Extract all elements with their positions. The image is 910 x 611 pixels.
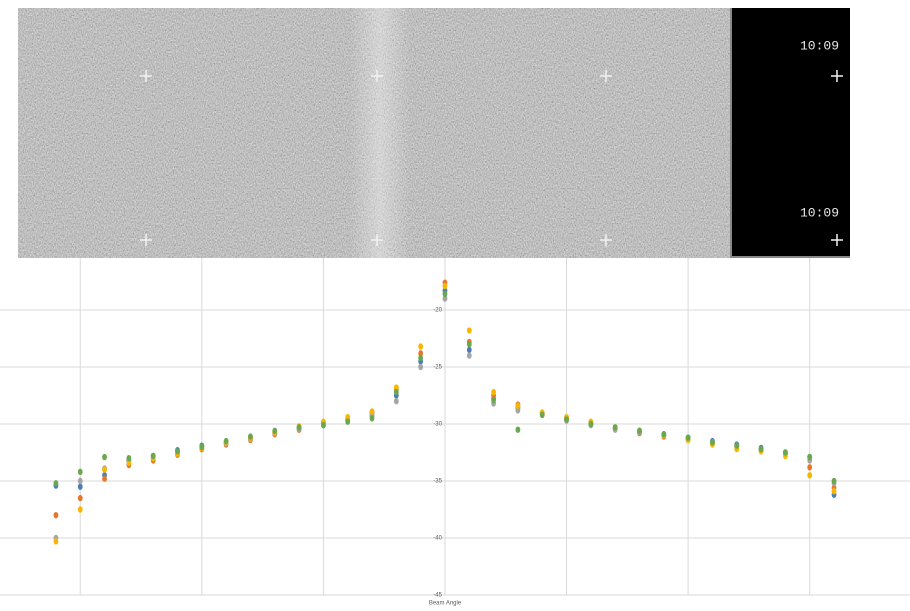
sonar-band bbox=[350, 8, 410, 258]
data-point bbox=[612, 424, 618, 431]
data-point bbox=[442, 282, 448, 290]
data-point bbox=[77, 494, 83, 502]
data-point bbox=[588, 420, 594, 428]
data-point bbox=[393, 388, 399, 396]
data-point bbox=[248, 433, 253, 440]
data-point bbox=[175, 448, 180, 455]
data-point bbox=[831, 477, 837, 485]
scatter-plot: -45 -40 -35 -30 -25 -20 bbox=[0, 253, 910, 599]
crosshairs bbox=[140, 70, 843, 246]
y-tick-label: -25 bbox=[433, 365, 442, 371]
data-point bbox=[126, 455, 132, 462]
data-point bbox=[539, 411, 545, 419]
data-point bbox=[77, 483, 83, 490]
data-point bbox=[734, 442, 740, 449]
data-point bbox=[126, 459, 132, 466]
data-point bbox=[77, 477, 83, 485]
data-point bbox=[442, 290, 448, 298]
data-point bbox=[345, 418, 351, 425]
data-point bbox=[77, 468, 83, 476]
data-point bbox=[418, 350, 424, 357]
data-point bbox=[223, 437, 229, 445]
data-point bbox=[296, 424, 302, 431]
y-tick-label: -30 bbox=[433, 422, 442, 428]
data-point bbox=[758, 445, 764, 453]
y-tick-label: -20 bbox=[433, 308, 442, 314]
data-point bbox=[320, 421, 326, 429]
timestamp: 10:09 bbox=[800, 205, 839, 220]
data-point bbox=[53, 538, 59, 545]
data-point bbox=[418, 343, 424, 350]
data-point bbox=[564, 416, 569, 423]
data-point bbox=[150, 452, 156, 460]
data-point bbox=[515, 426, 521, 433]
sonar-black-region bbox=[732, 8, 850, 256]
data-point bbox=[418, 363, 424, 371]
data-point bbox=[393, 398, 399, 405]
y-tick-label: -35 bbox=[433, 479, 442, 485]
data-point bbox=[637, 427, 642, 435]
data-point bbox=[782, 449, 788, 456]
data-point bbox=[369, 415, 375, 422]
data-point bbox=[491, 396, 497, 404]
y-tick-label: -45 bbox=[433, 593, 442, 599]
data-point bbox=[345, 413, 351, 421]
data-point bbox=[442, 295, 448, 302]
sonar-image: 10:09 10:09 bbox=[18, 8, 850, 258]
data-point bbox=[466, 327, 472, 334]
data-point bbox=[272, 427, 278, 435]
data-point bbox=[661, 431, 667, 438]
data-point bbox=[102, 453, 107, 461]
data-point bbox=[199, 443, 205, 450]
data-point bbox=[102, 475, 107, 482]
data-point bbox=[369, 408, 375, 415]
data-point bbox=[807, 472, 813, 479]
data-point bbox=[491, 388, 497, 396]
x-axis-label: Beam Angle bbox=[429, 601, 462, 607]
data-point bbox=[418, 354, 424, 362]
data-point bbox=[77, 506, 83, 513]
data-point bbox=[393, 384, 399, 391]
data-point bbox=[515, 407, 521, 414]
timestamp: 10:09 bbox=[800, 38, 839, 53]
data-point bbox=[466, 352, 472, 359]
data-point bbox=[807, 464, 813, 471]
data-point bbox=[831, 488, 837, 495]
data-point bbox=[466, 341, 472, 348]
data-point bbox=[807, 453, 813, 461]
data-point bbox=[102, 466, 107, 473]
data-point bbox=[466, 346, 472, 354]
data-point bbox=[53, 480, 59, 487]
data-point bbox=[515, 402, 521, 409]
data-point bbox=[685, 434, 691, 441]
y-tick-label: -40 bbox=[433, 536, 442, 542]
data-point bbox=[53, 512, 59, 519]
data-point bbox=[710, 439, 715, 446]
